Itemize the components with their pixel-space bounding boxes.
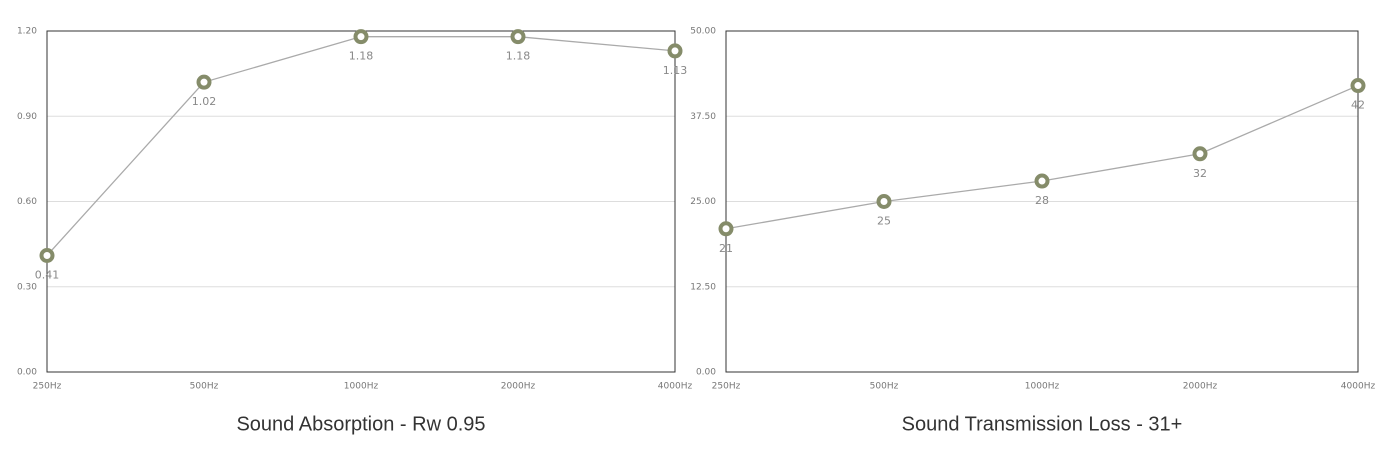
x-tick-label: 2000Hz xyxy=(1183,382,1218,392)
x-tick-label: 250Hz xyxy=(712,382,741,392)
x-tick-label: 1000Hz xyxy=(344,382,379,392)
x-tick-label: 4000Hz xyxy=(658,382,693,392)
point xyxy=(353,29,369,45)
x-tick-label: 2000Hz xyxy=(501,382,536,392)
y-tick-label: 0.30 xyxy=(17,282,37,292)
y-tick-label: 12.50 xyxy=(690,282,716,292)
data-label: 0.41 xyxy=(35,268,60,281)
plot-frame xyxy=(725,30,1359,373)
x-tick-label: 250Hz xyxy=(33,382,62,392)
x-tick-label: 500Hz xyxy=(190,382,219,392)
point xyxy=(1034,173,1050,189)
x-tick-label: 500Hz xyxy=(870,382,899,392)
point xyxy=(718,221,734,237)
data-label: 1.02 xyxy=(192,95,217,108)
point xyxy=(39,247,55,263)
data-label: 1.13 xyxy=(663,64,688,77)
point xyxy=(510,29,526,45)
series-line xyxy=(46,36,676,256)
y-tick-label: 37.50 xyxy=(690,112,716,122)
y-tick-label: 0.00 xyxy=(17,368,37,378)
data-label: 42 xyxy=(1351,99,1365,112)
point xyxy=(1350,78,1366,94)
point xyxy=(1192,146,1208,162)
x-tick-label: 4000Hz xyxy=(1341,382,1376,392)
y-tick-label: 0.90 xyxy=(17,112,37,122)
point xyxy=(876,194,892,209)
series-line xyxy=(725,84,1359,230)
chart-title: Sound Absorption - Rw 0.95 xyxy=(236,413,485,435)
data-label: 32 xyxy=(1193,167,1207,180)
y-tick-label: 25.00 xyxy=(690,197,716,207)
chart-title: Sound Transmission Loss - 31+ xyxy=(902,413,1183,435)
data-label: 1.18 xyxy=(349,50,374,63)
point xyxy=(196,74,212,90)
data-label: 25 xyxy=(877,215,891,228)
x-tick-label: 1000Hz xyxy=(1025,382,1060,392)
point xyxy=(667,43,683,59)
y-tick-label: 1.20 xyxy=(17,27,37,37)
y-tick-label: 0.00 xyxy=(696,368,716,378)
data-label: 28 xyxy=(1035,194,1049,207)
y-tick-label: 0.60 xyxy=(17,197,37,207)
data-label: 1.18 xyxy=(506,50,531,63)
y-tick-label: 50.00 xyxy=(690,27,716,37)
data-label: 21 xyxy=(719,242,733,255)
